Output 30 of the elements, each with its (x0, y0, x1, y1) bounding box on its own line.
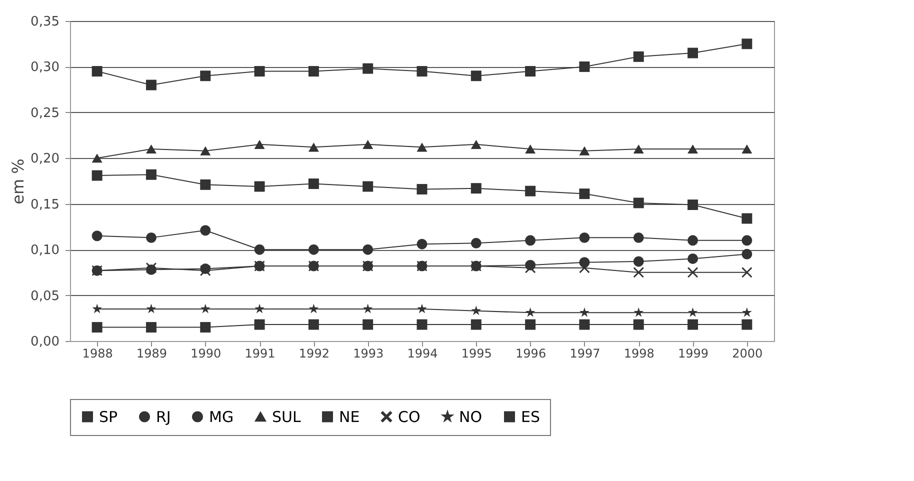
legend-label: NO (459, 408, 482, 426)
x-tick-label: 1994 (407, 346, 438, 360)
x-tick-label: 1992 (298, 346, 330, 360)
x-tick-label: 1989 (136, 346, 168, 360)
legend-label: SP (99, 408, 118, 426)
legend-label: CO (398, 408, 420, 426)
y-tick-label: 0,05 (30, 288, 60, 304)
y-tick-label: 0,15 (30, 197, 60, 212)
y-tick-label: 0,25 (30, 106, 60, 121)
x-tick-label: 1999 (678, 346, 709, 360)
legend-label: RJ (156, 408, 171, 426)
legend-label: MG (209, 408, 234, 426)
y-tick-label: 0,35 (30, 14, 60, 30)
legend-label: SUL (272, 408, 302, 426)
x-tick-label: 1996 (516, 346, 546, 360)
y-tick-label: 0,20 (30, 152, 60, 167)
y-tick-label: 0,10 (30, 243, 60, 258)
x-tick-label: 1991 (244, 346, 276, 360)
x-tick-label: 1997 (570, 346, 600, 360)
y-tick-label: 0,00 (30, 334, 60, 350)
x-tick-label: 2000 (732, 346, 763, 360)
x-tick-label: 1998 (624, 346, 654, 360)
legend-label: NE (339, 408, 360, 426)
y-tick-label: 0,30 (30, 60, 60, 76)
y-axis-title: em % (8, 158, 28, 204)
legend-label: ES (521, 408, 540, 426)
x-tick-label: 1995 (461, 346, 492, 360)
x-tick-label: 1988 (82, 346, 113, 360)
x-tick-label: 1993 (353, 346, 384, 360)
x-tick-label: 1990 (190, 346, 222, 360)
